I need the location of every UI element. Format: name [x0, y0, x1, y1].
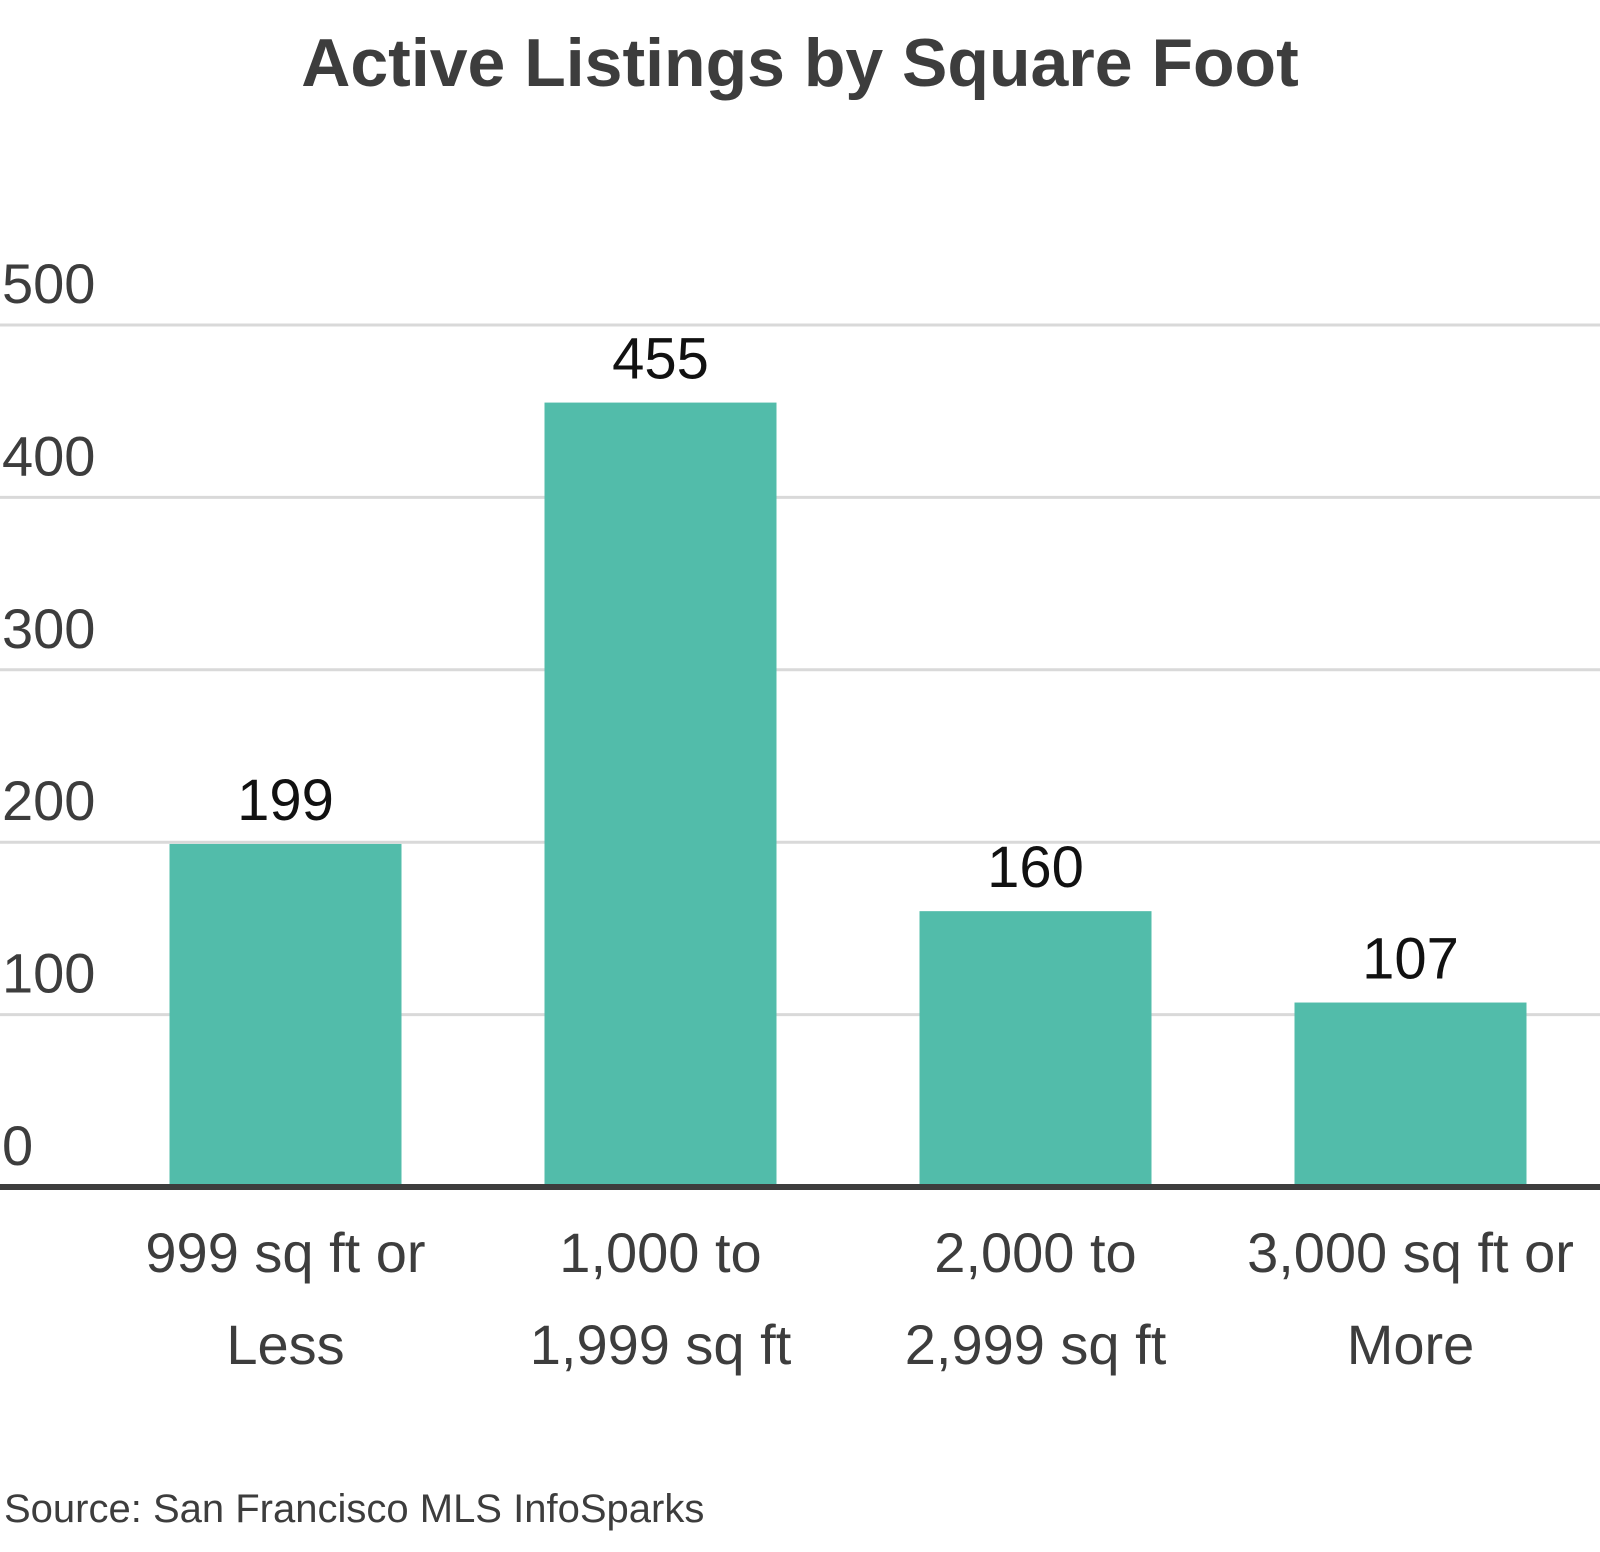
y-tick-label: 100 [2, 942, 95, 1005]
bar [169, 843, 402, 1184]
data-label: 160 [987, 835, 1084, 900]
bar [1294, 1002, 1527, 1184]
data-label: 199 [237, 768, 334, 833]
x-tick-label: 3,000 sq ft or [1247, 1221, 1574, 1284]
y-tick-label: 500 [2, 252, 95, 315]
chart-title: Active Listings by Square Foot [301, 25, 1299, 101]
y-tick-label: 400 [2, 424, 95, 487]
y-tick-label: 200 [2, 769, 95, 832]
x-axis-tick-labels: 999 sq ft or Less 1,000 to 1,999 sq ft 2,000… [145, 1221, 1574, 1376]
x-tick-label: 999 sq ft or [145, 1221, 425, 1284]
x-tick-label: 1,000 to [559, 1221, 761, 1284]
data-label: 107 [1362, 927, 1459, 992]
y-tick-label: 300 [2, 597, 95, 660]
data-labels: 199 455 160 107 [237, 327, 1459, 992]
y-tick-label: 0 [2, 1114, 33, 1177]
bar [919, 911, 1152, 1184]
x-tick-label: Less [226, 1313, 344, 1376]
x-tick-label: More [1347, 1313, 1475, 1376]
data-label: 455 [612, 327, 709, 392]
x-tick-label: 2,000 to [934, 1221, 1136, 1284]
x-tick-label: 2,999 sq ft [905, 1313, 1167, 1376]
bars [169, 402, 1527, 1185]
bar [544, 402, 777, 1185]
y-axis-tick-labels: 0 100 200 300 400 500 [2, 252, 95, 1177]
source-note: Source: San Francisco MLS InfoSparks [4, 1487, 704, 1531]
x-tick-label: 1,999 sq ft [530, 1313, 792, 1376]
